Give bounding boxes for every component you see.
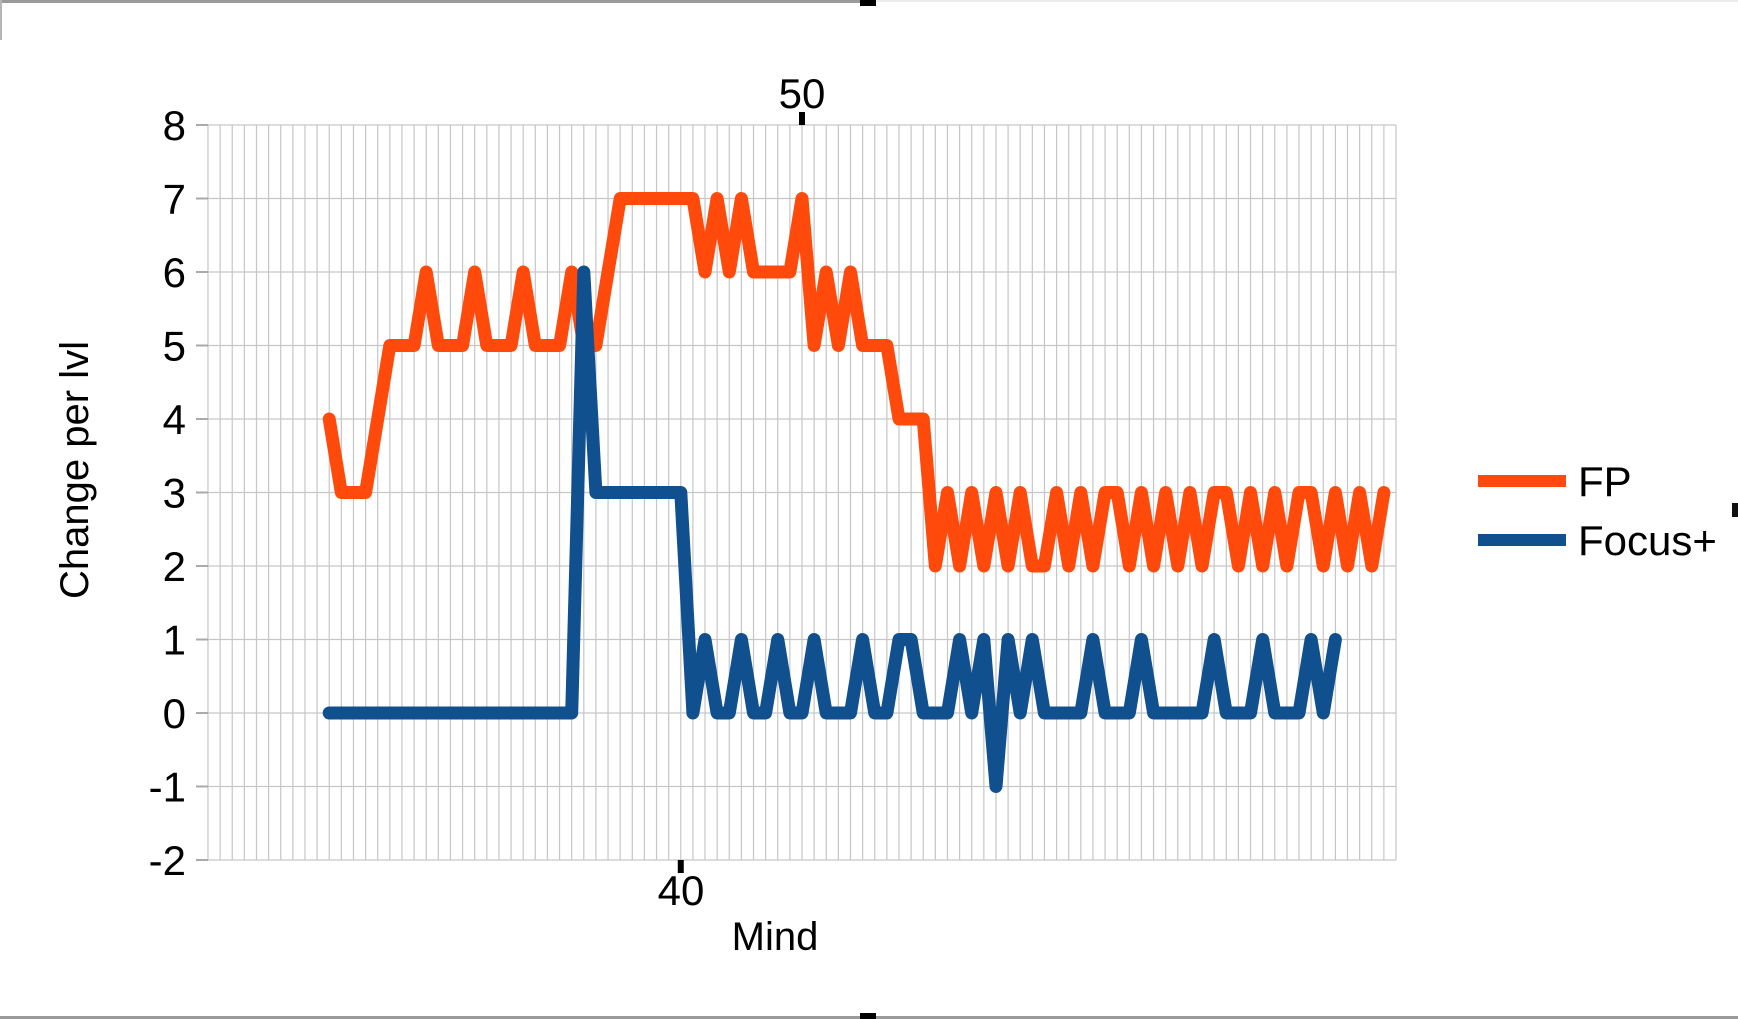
window-top-edge-light <box>866 0 1738 2</box>
y-tick-label: 2 <box>163 543 186 590</box>
y-tick-label: 5 <box>163 323 186 370</box>
y-tick-label: 6 <box>163 249 186 296</box>
y-tick-label: 3 <box>163 470 186 517</box>
x-axis-bottom-tick-label: 40 <box>658 867 705 914</box>
y-axis-tick-labels: 8 7 6 5 4 3 2 1 0 -1 -2 <box>149 102 186 884</box>
y-tick-label: 1 <box>163 617 186 664</box>
y-axis-tickmarks <box>196 124 208 861</box>
legend-focus-label: Focus+ <box>1578 517 1717 564</box>
window-top-notch <box>860 0 876 6</box>
y-tick-label: -2 <box>149 837 186 884</box>
x-axis-tickmarks <box>677 112 805 873</box>
fp-line-series <box>322 192 1391 573</box>
legend-fp-label: FP <box>1578 458 1632 505</box>
y-tick-label: -1 <box>149 764 186 811</box>
y-tick-label: 7 <box>163 176 186 223</box>
window-bottom-notch <box>860 1013 876 1019</box>
y-axis-title: Change per lvl <box>53 341 97 599</box>
x-axis-top-tick-label: 50 <box>779 70 826 117</box>
window-left-edge <box>0 0 2 40</box>
focus-line-series <box>322 265 1342 793</box>
window-top-edge <box>0 0 866 3</box>
legend: FP Focus+ <box>1478 458 1717 564</box>
x-axis-title: Mind <box>732 915 819 959</box>
y-tick-label: 4 <box>163 396 186 443</box>
y-tick-label: 8 <box>163 102 186 149</box>
data-series <box>322 192 1391 793</box>
window-right-edge-mark <box>1732 503 1738 517</box>
y-tick-label: 0 <box>163 690 186 737</box>
